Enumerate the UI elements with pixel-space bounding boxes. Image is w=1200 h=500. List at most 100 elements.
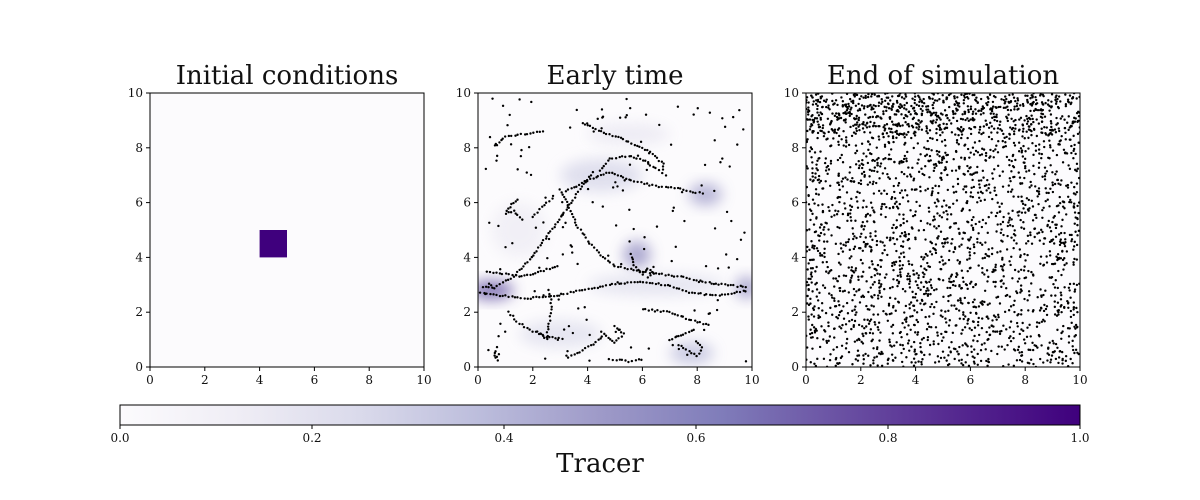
particle bbox=[1048, 139, 1051, 142]
particle bbox=[960, 133, 964, 136]
particle bbox=[869, 364, 872, 367]
particle bbox=[615, 339, 618, 342]
particle bbox=[810, 313, 813, 316]
particle bbox=[695, 279, 698, 282]
particle bbox=[590, 287, 594, 290]
particle bbox=[818, 181, 821, 184]
particle bbox=[894, 309, 897, 312]
particle bbox=[1020, 309, 1023, 312]
particle bbox=[1035, 102, 1039, 105]
particle bbox=[510, 134, 513, 138]
particle bbox=[984, 348, 987, 351]
particle bbox=[673, 186, 676, 190]
particle bbox=[537, 332, 541, 336]
particle bbox=[1072, 308, 1075, 311]
particle bbox=[550, 305, 553, 308]
particle bbox=[528, 328, 531, 331]
particle bbox=[1075, 182, 1079, 185]
particle bbox=[940, 140, 944, 143]
particle bbox=[515, 270, 519, 274]
particle bbox=[981, 218, 985, 222]
particle bbox=[1035, 134, 1039, 138]
particle bbox=[1047, 219, 1050, 223]
particle bbox=[896, 207, 900, 210]
particle bbox=[1008, 177, 1012, 180]
particle bbox=[880, 350, 883, 354]
particle bbox=[947, 299, 950, 303]
particle bbox=[873, 159, 876, 163]
particle bbox=[963, 144, 966, 147]
particle bbox=[973, 298, 976, 301]
particle bbox=[607, 254, 610, 257]
particle bbox=[980, 107, 983, 111]
particle bbox=[1053, 262, 1057, 265]
particle bbox=[1058, 143, 1061, 146]
particle bbox=[512, 275, 516, 279]
particle bbox=[877, 135, 880, 138]
particle bbox=[958, 105, 961, 108]
particle bbox=[625, 97, 628, 101]
particle bbox=[811, 347, 814, 350]
particle bbox=[969, 266, 972, 270]
particle bbox=[1072, 147, 1076, 151]
particle bbox=[960, 362, 963, 365]
particle bbox=[841, 185, 845, 188]
particle bbox=[849, 279, 852, 282]
particle bbox=[962, 280, 965, 284]
particle bbox=[958, 262, 961, 265]
particle bbox=[966, 258, 969, 261]
particle bbox=[729, 283, 732, 287]
particle bbox=[626, 281, 629, 284]
particle bbox=[923, 267, 926, 270]
particle bbox=[897, 105, 901, 108]
particle bbox=[516, 133, 519, 136]
particle bbox=[930, 253, 934, 256]
particle bbox=[1069, 296, 1072, 299]
particle bbox=[1020, 328, 1023, 331]
particle bbox=[516, 198, 519, 201]
particle bbox=[573, 218, 577, 221]
particle bbox=[542, 294, 545, 297]
particle bbox=[955, 101, 959, 105]
particle bbox=[725, 210, 729, 214]
particle bbox=[824, 311, 828, 315]
particle bbox=[914, 361, 917, 364]
particle bbox=[906, 175, 909, 178]
particle bbox=[988, 326, 991, 329]
particle bbox=[965, 201, 968, 205]
particle bbox=[811, 290, 814, 293]
panel-title: Initial conditions bbox=[176, 61, 399, 91]
particle bbox=[991, 107, 994, 110]
particle bbox=[1057, 310, 1060, 314]
particle bbox=[939, 176, 943, 180]
particle bbox=[969, 107, 973, 111]
particle bbox=[619, 265, 622, 268]
particle bbox=[1009, 126, 1012, 129]
particle bbox=[915, 200, 918, 204]
particle bbox=[1002, 282, 1005, 285]
particle bbox=[629, 252, 632, 256]
particle bbox=[1056, 105, 1060, 109]
particle bbox=[1062, 324, 1065, 328]
particle bbox=[849, 179, 852, 183]
particle bbox=[1057, 313, 1060, 316]
particle bbox=[891, 323, 895, 327]
particle bbox=[1075, 162, 1079, 166]
particle bbox=[908, 282, 911, 286]
particle bbox=[684, 317, 688, 321]
particle bbox=[879, 258, 882, 262]
particle bbox=[891, 104, 894, 108]
particle bbox=[1028, 294, 1031, 297]
particle bbox=[708, 293, 712, 297]
particle bbox=[998, 123, 1001, 127]
particle bbox=[618, 358, 622, 361]
particle bbox=[735, 290, 738, 294]
particle bbox=[837, 183, 841, 187]
particle bbox=[915, 126, 918, 129]
particle bbox=[1044, 307, 1048, 311]
particle bbox=[892, 184, 895, 188]
particle bbox=[903, 318, 907, 321]
particle bbox=[1013, 175, 1016, 179]
particle bbox=[964, 93, 967, 96]
particle bbox=[610, 282, 614, 286]
